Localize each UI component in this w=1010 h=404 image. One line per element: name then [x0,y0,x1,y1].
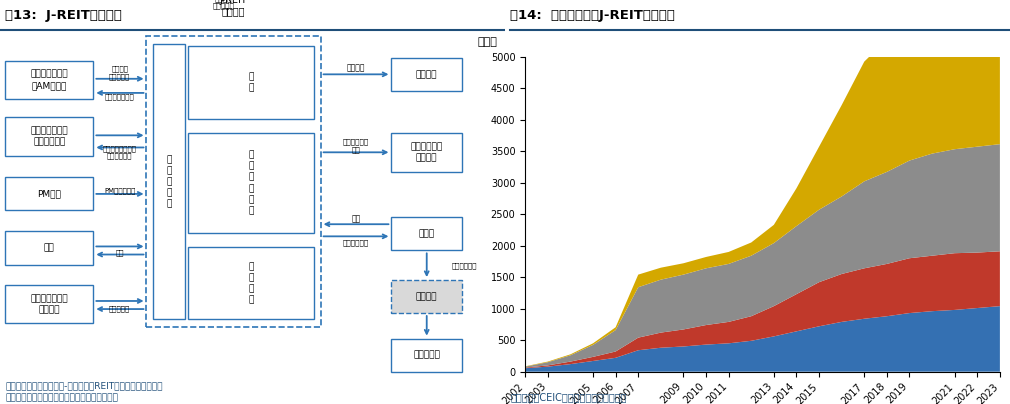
Text: J-REIT
投资法人: J-REIT 投资法人 [220,0,247,16]
FancyBboxPatch shape [188,133,314,233]
Text: 数据来源：中信出版集团-《图解日本REIT》（日本三菱日联信
托银行不动产咨询部），广发证券发展研究中心: 数据来源：中信出版集团-《图解日本REIT》（日本三菱日联信 托银行不动产咨询部… [5,381,163,402]
Text: 一般事务受托人
资产保管公司: 一般事务受托人 资产保管公司 [30,126,68,146]
FancyBboxPatch shape [5,61,93,99]
Text: 投资法人债券
的投资人: 投资法人债券 的投资人 [411,143,442,162]
Text: 购入投资法人
债券: 购入投资法人 债券 [343,138,369,153]
Text: 其他投资人: 其他投资人 [413,351,440,360]
Text: 一般事务、资产托
管业务的委托: 一般事务、资产托 管业务的委托 [103,145,136,160]
FancyBboxPatch shape [392,280,463,313]
Text: 不动产的出售方
和购买方: 不动产的出售方 和购买方 [30,294,68,314]
FancyBboxPatch shape [5,231,93,265]
Text: 出资: 出资 [351,215,361,223]
Text: PM公司: PM公司 [37,189,62,198]
Text: PM业务的委托: PM业务的委托 [104,188,135,194]
Text: 资产运营
业务的委托: 资产运营 业务的委托 [212,0,234,9]
Text: 资产运营
业务的委托: 资产运营 业务的委托 [109,65,130,80]
Text: 提供贷款: 提供贷款 [346,63,366,72]
Text: 不动产买卖: 不动产买卖 [109,305,130,312]
Text: 投
资
份
额: 投 资 份 额 [248,262,254,304]
Text: 租金: 租金 [115,249,124,256]
Text: 图14:  以用途分类的J-REIT产品数量: 图14: 以用途分类的J-REIT产品数量 [510,9,675,22]
Text: 投资人: 投资人 [419,229,434,238]
FancyBboxPatch shape [392,58,463,91]
FancyBboxPatch shape [5,117,93,156]
FancyBboxPatch shape [5,285,93,323]
FancyBboxPatch shape [392,133,463,172]
Text: 投资信托委托人
（AM公司）: 投资信托委托人 （AM公司） [30,70,68,90]
Text: 投资证券买卖: 投资证券买卖 [452,262,478,269]
FancyBboxPatch shape [392,339,463,372]
FancyBboxPatch shape [188,247,314,319]
FancyBboxPatch shape [5,177,93,210]
Text: 资产运营的指令: 资产运营的指令 [105,94,134,100]
FancyBboxPatch shape [153,44,186,319]
Text: 情
款: 情 款 [248,72,254,93]
Text: 投
资
法
人
债
券: 投 资 法 人 债 券 [248,151,254,215]
Text: 租户: 租户 [43,244,55,252]
FancyBboxPatch shape [188,46,314,119]
FancyBboxPatch shape [392,217,463,250]
Text: 图13:  J-REIT的架构图: 图13: J-REIT的架构图 [5,9,122,22]
Text: 持
有
不
动
产: 持 有 不 动 产 [167,155,172,208]
Text: 证券市场: 证券市场 [416,292,437,301]
Text: 数据来源：CEIC，广发证券发展研究中心: 数据来源：CEIC，广发证券发展研究中心 [510,392,626,402]
Text: 投资证券分红: 投资证券分红 [343,239,369,246]
Y-axis label: （个）: （个） [478,37,497,47]
Text: 金融机构: 金融机构 [416,70,437,79]
